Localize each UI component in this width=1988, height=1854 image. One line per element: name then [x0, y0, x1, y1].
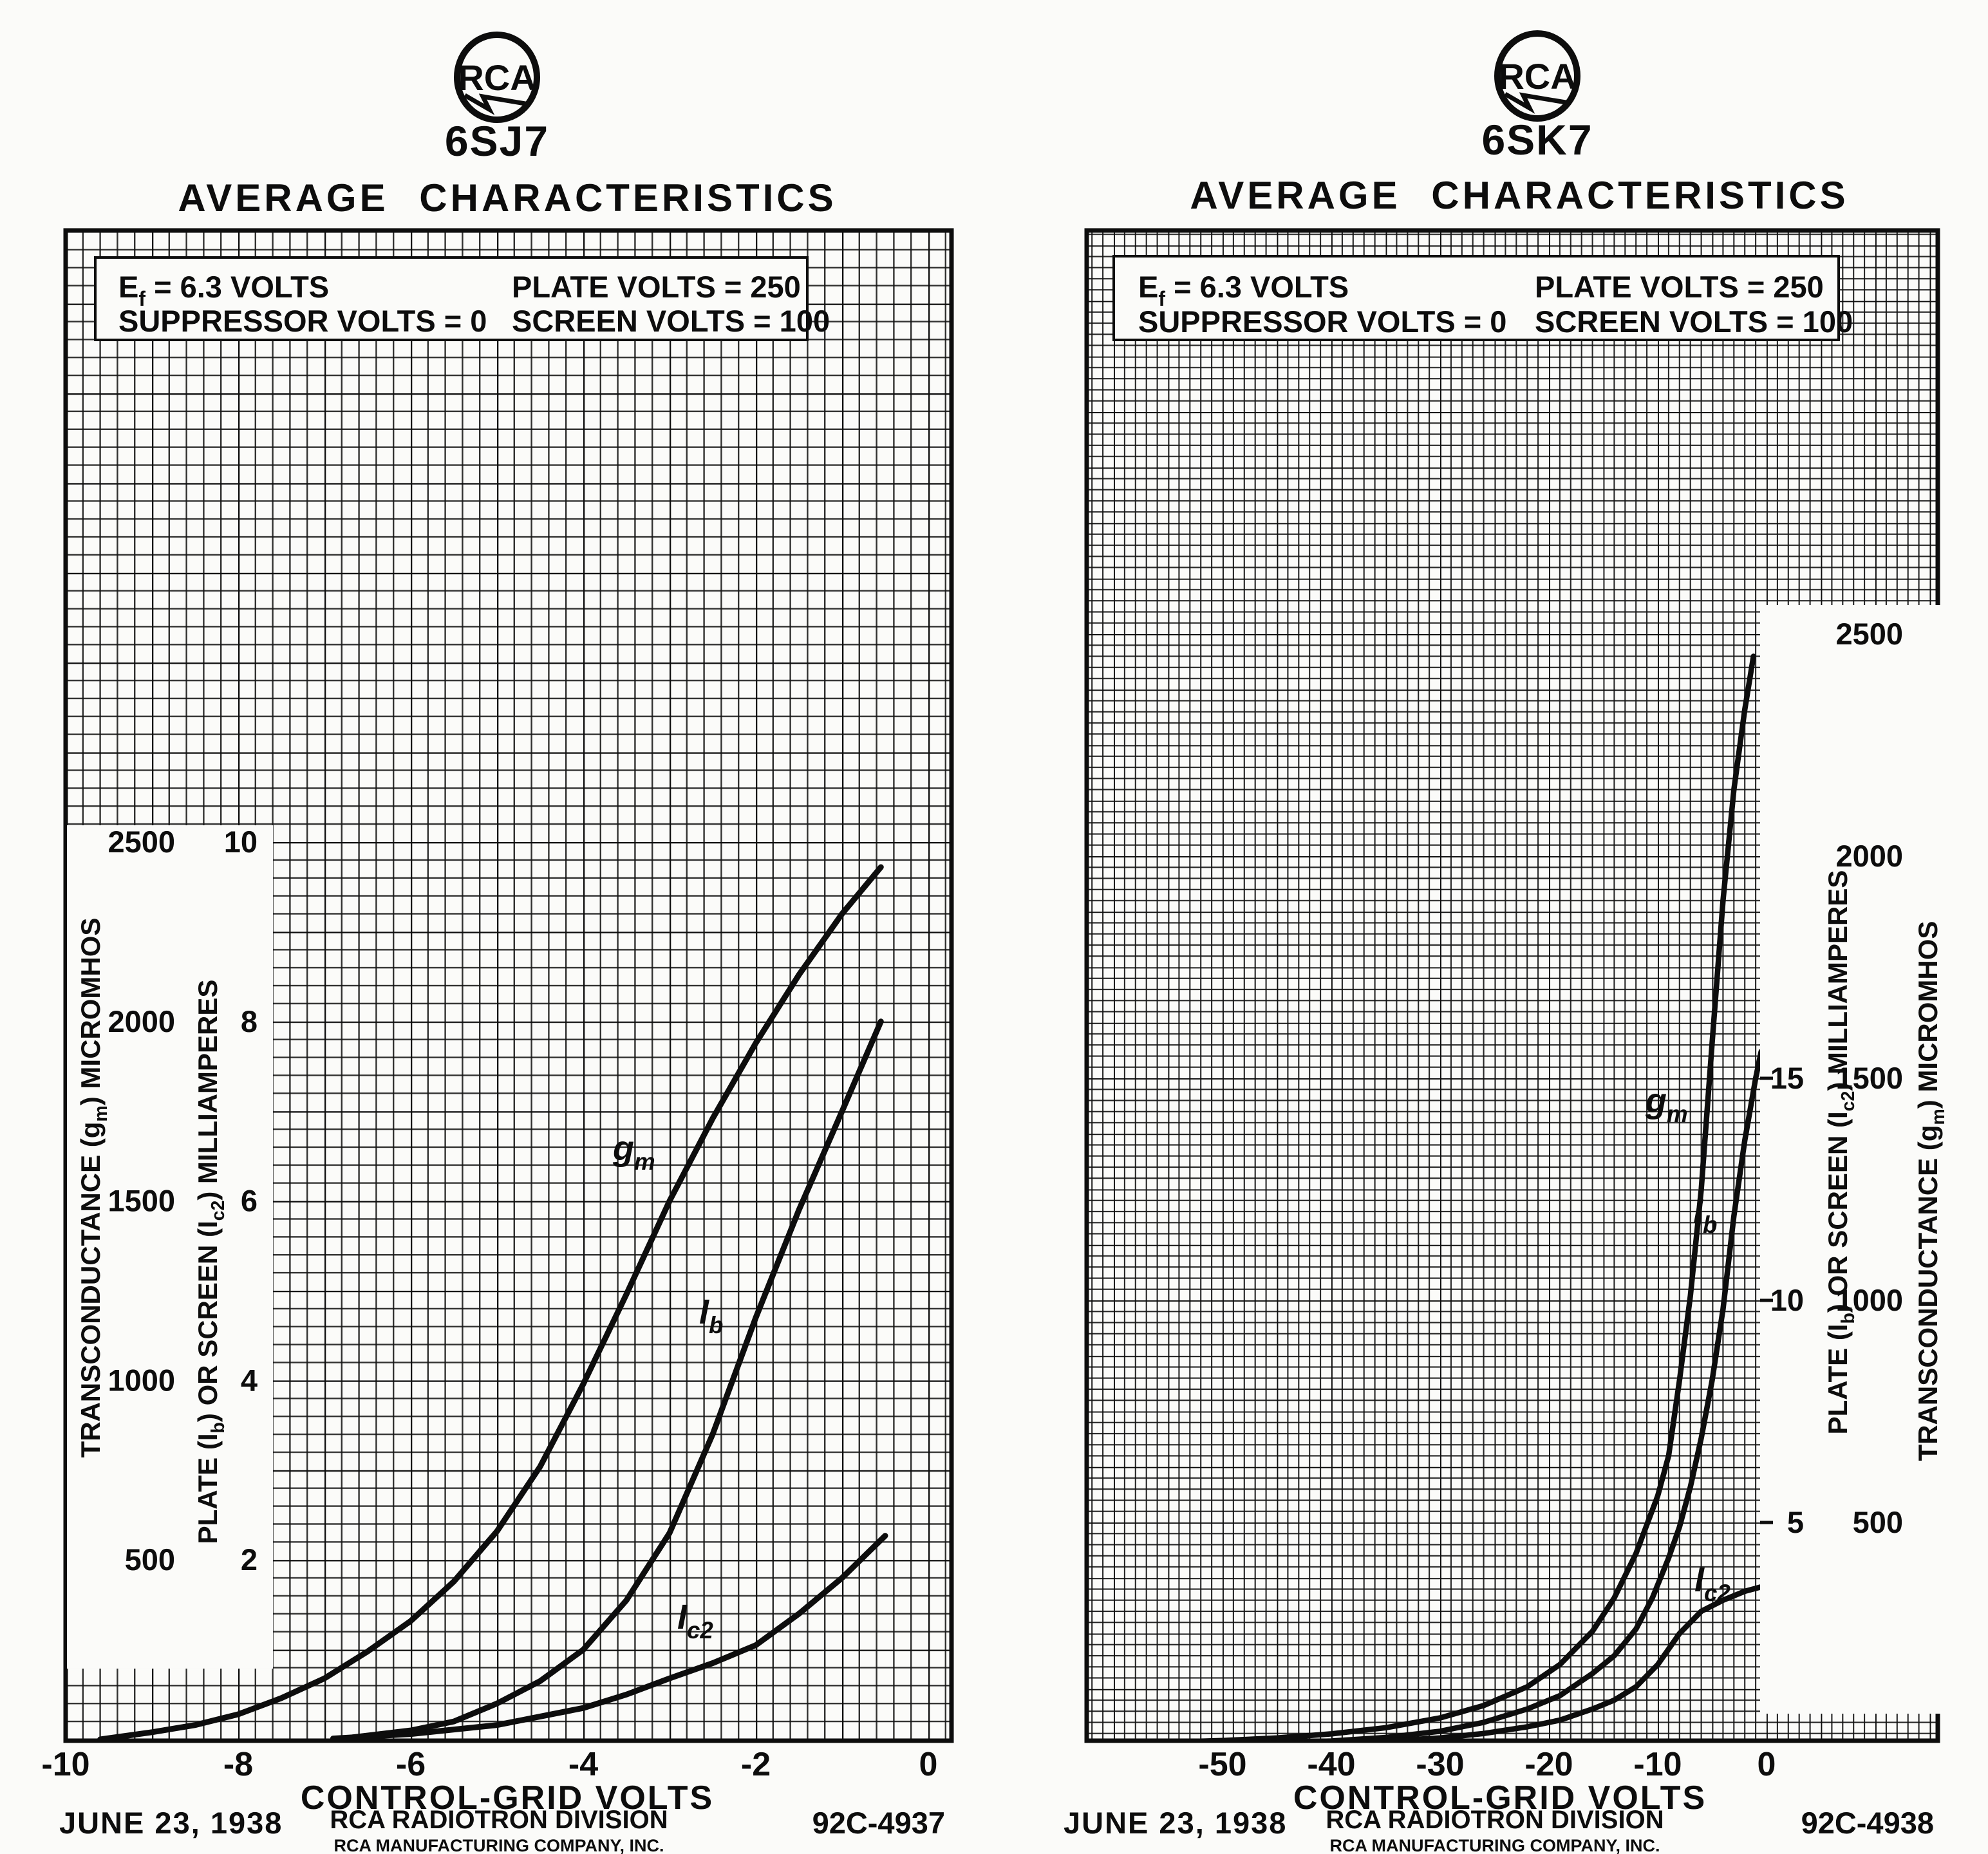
footer-division: RCA RADIOTRON DIVISION	[1326, 1806, 1664, 1834]
condition-screen: SCREEN VOLTS = 100	[512, 304, 830, 338]
tube-name: 6SK7	[1481, 116, 1593, 164]
tube-name: 6SJ7	[445, 117, 549, 165]
ma-tick-label: 2	[241, 1542, 258, 1577]
chart-6sj7: RCA 6SJ7 AVERAGE CHARACTERISTICS Ef = 6.…	[41, 32, 954, 1854]
gm-axis-title: TRANSCONDUCTANCE (gm) MICROMHOS	[1913, 921, 1949, 1461]
curve-transconductance	[1144, 653, 1756, 1741]
ma-tick-label: 5	[1787, 1505, 1804, 1539]
x-tick-label: -8	[223, 1746, 253, 1783]
footer-date: JUNE 23, 1938	[1064, 1806, 1287, 1840]
gm-tick-label: 1500	[108, 1184, 175, 1218]
ma-tick-labels: 10 8 6 4 2	[224, 825, 258, 1577]
gm-tick-label: 1000	[1835, 1283, 1903, 1317]
gm-tick-label: 500	[1853, 1505, 1903, 1539]
ma-tick-label: 10	[1770, 1283, 1804, 1317]
x-tick-label: -4	[568, 1746, 598, 1783]
logo-text: RCA	[1498, 56, 1576, 97]
curves-layer	[1144, 653, 1764, 1741]
condition-plate: PLATE VOLTS = 250	[512, 270, 801, 304]
x-tick-label: -10	[41, 1746, 89, 1783]
y-axis-label-box: TRANSCONDUCTANCE (gm) MICROMHOS PLATE (I…	[67, 825, 273, 1669]
gm-tick-label: 2000	[1835, 839, 1903, 873]
ma-tick-label: 8	[241, 1004, 258, 1038]
chart-heading: AVERAGE CHARACTERISTICS	[178, 176, 836, 220]
curve-screen-current	[330, 1533, 888, 1741]
x-tick-labels: -10 -8 -6 -4 -2 0	[41, 1746, 937, 1783]
footer-division: RCA RADIOTRON DIVISION	[330, 1806, 668, 1834]
ma-tick-marks	[1760, 1076, 1773, 1524]
x-tick-label: -40	[1307, 1746, 1355, 1783]
ma-tick-label: 15	[1770, 1061, 1804, 1095]
rca-logo-icon: RCA	[454, 32, 540, 123]
gm-tick-label: 1000	[108, 1363, 175, 1397]
gm-axis-title: TRANSCONDUCTANCE (gm) MICROMHOS	[75, 918, 111, 1458]
x-tick-label: -50	[1198, 1746, 1246, 1783]
logo-text: RCA	[458, 57, 536, 98]
curve-label-gm: gm	[612, 1129, 655, 1175]
curve-label-gm: gm	[1645, 1082, 1688, 1127]
plot-border	[63, 228, 954, 1743]
curve-plate-current	[1236, 1049, 1764, 1741]
gm-tick-label: 500	[125, 1542, 175, 1577]
ma-tick-label: 10	[224, 825, 258, 859]
x-tick-labels: -50 -40 -30 -20 -10 0	[1198, 1746, 1776, 1783]
curve-label-ic2: Ic2	[677, 1598, 713, 1643]
chart-heading: AVERAGE CHARACTERISTICS	[1190, 174, 1848, 217]
gm-tick-label: 2000	[108, 1004, 175, 1038]
condition-ef: Ef = 6.3 VOLTS	[1138, 270, 1349, 310]
x-tick-label: -2	[741, 1746, 771, 1783]
condition-plate: PLATE VOLTS = 250	[1535, 270, 1824, 304]
curve-label-ib: Ib	[1693, 1192, 1717, 1238]
footer-drawing-code: 92C-4937	[812, 1806, 945, 1840]
footer-date: JUNE 23, 1938	[59, 1806, 283, 1840]
lightning-bolt-icon	[464, 93, 530, 115]
condition-suppressor: SUPPRESSOR VOLTS = 0	[1138, 304, 1506, 339]
curves-layer	[97, 864, 888, 1741]
footer-drawing-code: 92C-4938	[1801, 1806, 1934, 1840]
x-tick-label: -20	[1524, 1746, 1573, 1783]
gm-tick-label: 2500	[1835, 617, 1903, 651]
ma-axis-title: PLATE (Ib) OR SCREEN (Ic2) MILLIAMPERES	[1823, 870, 1859, 1435]
y-axis-label-box: PLATE (Ib) OR SCREEN (Ic2) MILLIAMPERES …	[1760, 605, 1949, 1714]
gm-tick-labels: 2500 2000 1500 1000 500	[1835, 617, 1903, 1539]
curve-label-ic2: Ic2	[1694, 1560, 1730, 1606]
ma-tick-label: 4	[241, 1363, 258, 1397]
x-tick-label: -6	[396, 1746, 426, 1783]
footer-company: RCA MANUFACTURING COMPANY, INC.	[334, 1836, 664, 1854]
x-axis-title: CONTROL-GRID VOLTS	[1293, 1779, 1707, 1817]
condition-screen: SCREEN VOLTS = 100	[1535, 304, 1853, 339]
x-axis-title: CONTROL-GRID VOLTS	[301, 1779, 714, 1817]
condition-ef: Ef = 6.3 VOLTS	[118, 270, 329, 310]
curve-plate-current	[347, 1018, 884, 1741]
gm-tick-label: 2500	[108, 825, 175, 859]
ma-tick-label: 6	[241, 1184, 258, 1218]
gm-tick-label: 1500	[1835, 1061, 1903, 1095]
conditions-box: Ef = 6.3 VOLTS PLATE VOLTS = 250 SUPPRES…	[1112, 255, 1853, 341]
x-tick-label: 0	[1758, 1746, 1776, 1783]
rca-logo-icon: RCA	[1494, 30, 1580, 122]
curve-label-ib: Ib	[699, 1293, 723, 1338]
condition-suppressor: SUPPRESSOR VOLTS = 0	[118, 304, 487, 338]
ma-axis-title: PLATE (Ib) OR SCREEN (Ic2) MILLIAMPERES	[192, 980, 229, 1544]
x-tick-label: -30	[1416, 1746, 1464, 1783]
x-tick-label: 0	[919, 1746, 938, 1783]
conditions-box: Ef = 6.3 VOLTS PLATE VOLTS = 250 SUPPRES…	[94, 256, 830, 341]
ma-tick-labels: 15 10 5	[1770, 1061, 1804, 1539]
curve-screen-current	[1290, 1584, 1764, 1741]
gm-tick-labels: 2500 2000 1500 1000 500	[108, 825, 175, 1577]
lightning-bolt-icon	[1504, 91, 1570, 114]
footer-company: RCA MANUFACTURING COMPANY, INC.	[1330, 1836, 1660, 1854]
chart-6sk7: RCA 6SK7 AVERAGE CHARACTERISTICS Ef = 6.…	[1064, 30, 1949, 1854]
x-tick-label: -10	[1633, 1746, 1682, 1783]
curve-transconductance	[97, 864, 884, 1741]
